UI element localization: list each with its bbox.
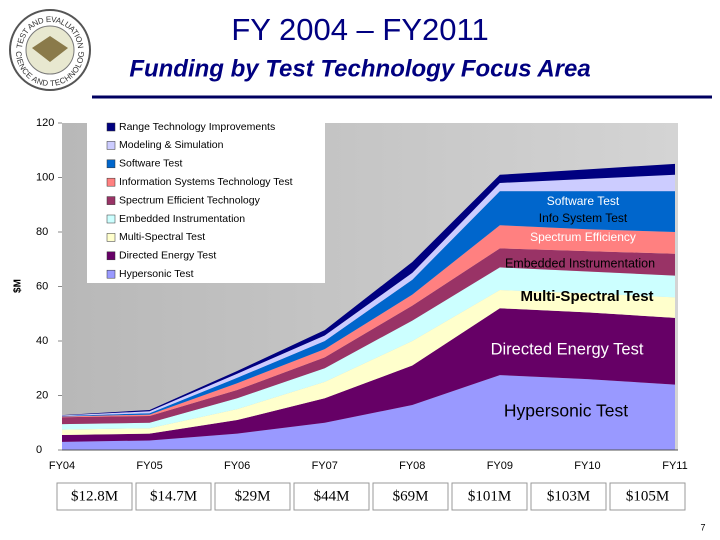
y-axis-label: $M	[13, 279, 24, 293]
x-tick-label: FY07	[312, 460, 338, 472]
y-tick-label: 20	[36, 389, 48, 401]
legend-label: Spectrum Efficient Technology	[119, 194, 261, 206]
total-cell	[214, 482, 291, 511]
legend-label: Embedded Instrumentation	[119, 213, 245, 225]
legend-box	[87, 118, 325, 283]
total-cell	[530, 482, 607, 511]
legend-swatch	[106, 196, 116, 205]
annotation: Software Test	[547, 194, 620, 208]
legend-swatch	[106, 214, 116, 224]
area	[62, 267, 675, 430]
total-cell	[609, 482, 686, 511]
title: FY 2004 – FY2011	[231, 12, 488, 47]
x-tick-label: FY04	[49, 460, 75, 472]
y-tick-label: 0	[36, 444, 42, 456]
total-label: $14.7M	[150, 488, 197, 504]
x-tick-label: FY06	[224, 460, 250, 472]
area	[62, 375, 675, 450]
area	[62, 191, 675, 417]
y-tick-label: 100	[36, 171, 54, 183]
legend-swatch	[106, 141, 116, 150]
total-label: $103M	[547, 488, 590, 504]
area	[62, 225, 675, 418]
legend-label: Modeling & Simulation	[119, 139, 224, 151]
total-cell	[451, 482, 528, 511]
legend-swatch	[106, 177, 116, 187]
annotation: Embedded Instrumentation	[505, 256, 655, 270]
legend-label: Information Systems Technology Test	[119, 176, 293, 188]
total-cell	[372, 482, 449, 511]
total-label: $101M	[468, 488, 511, 504]
page-number: 7	[700, 522, 705, 532]
annotation: Info System Test	[539, 211, 628, 225]
legend-swatch	[106, 122, 116, 132]
total-label: $105M	[626, 488, 669, 504]
total-label: $69M	[393, 488, 429, 504]
x-tick-label: FY09	[487, 460, 513, 472]
y-tick-label: 120	[36, 117, 54, 129]
legend-label: Directed Energy Test	[119, 250, 216, 262]
area	[62, 290, 675, 436]
area	[62, 248, 675, 425]
annotation: Hypersonic Test	[504, 401, 628, 421]
x-tick-label: FY05	[136, 460, 162, 472]
x-tick-label: FY10	[574, 460, 600, 472]
area	[62, 308, 675, 442]
y-tick-label: 60	[36, 280, 48, 292]
total-cell	[56, 482, 133, 511]
total-cell	[293, 482, 370, 511]
legend-swatch	[106, 233, 116, 242]
legend-label: Software Test	[119, 158, 183, 170]
total-label: $44M	[314, 488, 350, 504]
legend-swatch	[106, 159, 116, 169]
logo: TEST AND EVALUATION SCIENCE AND TECHNOLO…	[0, 0, 91, 91]
y-tick-label: 80	[36, 226, 48, 238]
legend-label: Hypersonic Test	[119, 268, 194, 280]
subtitle: Funding by Test Technology Focus Area	[129, 55, 590, 82]
legend-swatch	[106, 269, 116, 279]
x-tick-label: FY08	[399, 460, 425, 472]
total-cell	[135, 482, 212, 511]
legend-swatch	[106, 251, 116, 261]
total-label: $12.8M	[71, 488, 118, 504]
total-label: $29M	[235, 488, 271, 504]
x-tick-label: FY11	[662, 460, 687, 472]
annotation: Directed Energy Test	[491, 340, 644, 358]
y-tick-label: 40	[36, 335, 48, 347]
legend-label: Range Technology Improvements	[119, 121, 275, 133]
annotation: Spectrum Efficiency	[530, 230, 636, 244]
annotation: Multi-Spectral Test	[520, 288, 653, 305]
legend-label: Multi-Spectral Test	[119, 231, 205, 243]
